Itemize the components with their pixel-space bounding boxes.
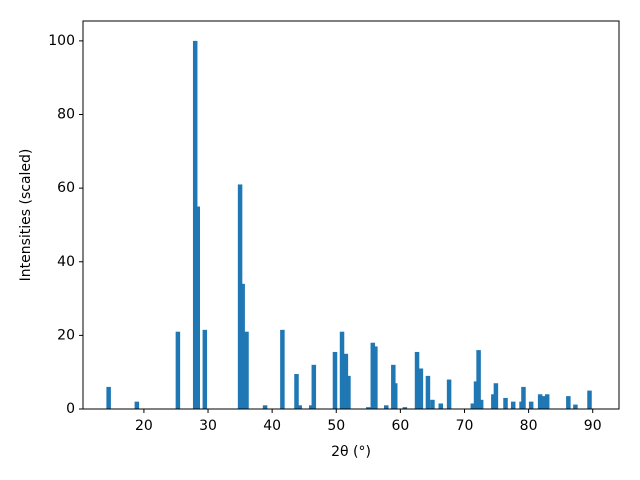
- bar: [373, 346, 378, 409]
- bar: [339, 331, 345, 409]
- y-tick-label: 60: [57, 180, 75, 196]
- bar: [134, 401, 140, 409]
- bar: [175, 331, 181, 409]
- bar: [430, 399, 435, 409]
- bar: [370, 342, 376, 409]
- bar: [470, 403, 476, 409]
- bar: [392, 383, 398, 409]
- bar: [414, 351, 420, 409]
- bar: [573, 404, 578, 409]
- bar: [244, 331, 249, 409]
- bar: [418, 368, 424, 409]
- bar: [343, 353, 349, 409]
- bar: [402, 407, 408, 409]
- x-tick-label: 40: [263, 418, 281, 434]
- bar: [503, 397, 508, 409]
- bar: [192, 40, 198, 409]
- bar: [510, 401, 516, 409]
- bar: [240, 283, 245, 409]
- y-axis-label: Intensities (scaled): [18, 149, 34, 282]
- x-tick-label: 80: [520, 418, 538, 434]
- bar: [346, 375, 351, 409]
- bar: [537, 394, 543, 409]
- bar: [566, 396, 571, 409]
- x-tick-label: 90: [584, 418, 602, 434]
- bar: [528, 401, 534, 409]
- bar: [446, 379, 452, 409]
- y-tick-label: 0: [66, 401, 75, 417]
- bar: [294, 374, 299, 409]
- x-tick-label: 30: [199, 418, 217, 434]
- bar: [311, 364, 317, 409]
- x-tick-label: 60: [391, 418, 409, 434]
- x-tick-label: 70: [456, 418, 474, 434]
- bar: [476, 350, 481, 409]
- bar: [493, 383, 499, 409]
- bar: [280, 329, 285, 409]
- bar: [544, 394, 550, 409]
- y-tick-label: 20: [57, 327, 75, 343]
- y-tick-label: 100: [48, 33, 75, 49]
- y-tick-label: 40: [57, 254, 75, 270]
- bar: [195, 206, 201, 409]
- x-tick-label: 20: [135, 418, 153, 434]
- bar: [332, 351, 338, 409]
- bar: [425, 375, 431, 409]
- bar: [491, 394, 496, 409]
- x-axis-label: 2θ (°): [331, 444, 371, 460]
- bar: [521, 386, 526, 409]
- bar: [438, 403, 444, 409]
- bar: [297, 405, 302, 409]
- bar: [202, 329, 208, 409]
- bar: [366, 407, 371, 409]
- bar: [106, 386, 111, 409]
- x-tick-label: 50: [327, 418, 345, 434]
- bar: [478, 399, 484, 409]
- y-tick-label: 80: [57, 107, 75, 123]
- bar: [473, 381, 479, 409]
- bar: [384, 405, 389, 409]
- plot-frame: [82, 20, 620, 410]
- bar: [237, 184, 243, 409]
- bar: [587, 390, 592, 409]
- bar: [308, 405, 314, 409]
- bar: [541, 396, 547, 409]
- bar: [262, 405, 268, 409]
